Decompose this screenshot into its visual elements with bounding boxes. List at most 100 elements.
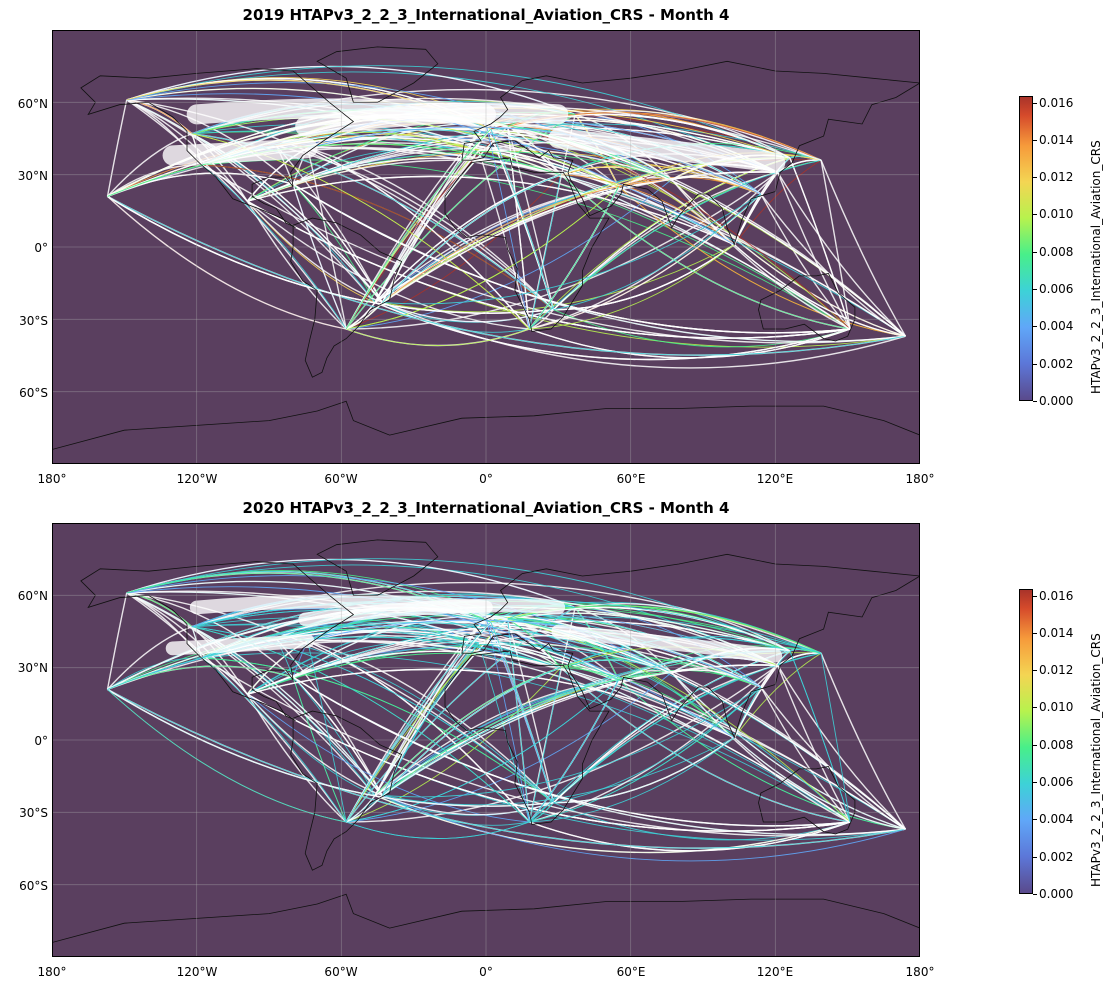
flight-route (671, 179, 851, 330)
flight-route (671, 672, 851, 823)
flight-route (247, 650, 561, 695)
flight-route (560, 667, 851, 823)
flight-route (507, 126, 555, 310)
flight-route (820, 159, 907, 337)
flight-route (575, 603, 791, 652)
colorbar-tick: 0.008 (1032, 738, 1074, 752)
flight-route (507, 619, 562, 668)
y-tick: 30°N (17, 169, 48, 183)
flight-route (382, 302, 530, 333)
flight-route (345, 607, 576, 823)
flight-route (345, 302, 383, 330)
flight-route (381, 174, 561, 303)
flight-route (247, 127, 790, 202)
flight-route (201, 657, 347, 823)
flight-route (191, 626, 248, 695)
flight-route (306, 147, 347, 330)
x-tick: 120°W (176, 472, 218, 486)
flight-route (307, 147, 530, 330)
flight-route (346, 821, 530, 839)
flight-route (381, 664, 778, 797)
x-tick: 120°E (756, 965, 794, 979)
aviation-emission-map (52, 30, 920, 464)
colorbar-label: HTAPv3_2_2_3_International_Aviation_CRS (1089, 140, 1103, 394)
colorbar-tick: 0.010 (1032, 207, 1074, 221)
colorbar-gradient (1019, 96, 1033, 401)
flight-route (374, 174, 561, 303)
flight-route (789, 157, 851, 330)
colorbar-tick: 0.006 (1032, 282, 1074, 296)
map-frame (52, 30, 920, 464)
colorbar-tick: 0.002 (1032, 850, 1074, 864)
flight-route (106, 626, 193, 690)
flight-route (346, 667, 562, 823)
flight-route (247, 620, 790, 695)
flight-route (307, 146, 906, 337)
flight-route (374, 125, 509, 303)
colorbar-tick: 0.012 (1032, 170, 1074, 184)
flight-route (789, 650, 851, 823)
flight-route (107, 195, 347, 330)
y-tick: 30°S (19, 314, 48, 328)
flight-route (671, 179, 906, 337)
x-tick: 60°E (616, 965, 646, 979)
flight-route (307, 126, 762, 195)
flight-route (247, 652, 619, 695)
flight-route (292, 184, 347, 330)
flight-route (292, 676, 851, 827)
flight-route (529, 737, 735, 823)
flight-route (126, 99, 376, 303)
dense-corridor (165, 634, 315, 656)
flight-route (374, 616, 487, 796)
flight-route (382, 795, 906, 862)
flight-route (560, 174, 735, 245)
flight-route (820, 160, 851, 330)
flight-route (191, 626, 554, 804)
x-tick: 180° (37, 472, 67, 486)
flight-route (382, 686, 762, 798)
flight-route (374, 621, 492, 796)
flight-route (307, 619, 762, 688)
colorbar-tick: 0.016 (1032, 96, 1074, 110)
y-tick: 0° (34, 734, 48, 748)
greenland-outline (316, 539, 439, 596)
flight-route (126, 592, 376, 796)
flight-route (529, 679, 620, 823)
x-tick: 180° (905, 965, 935, 979)
flight-route (777, 652, 822, 666)
africa-outline (444, 650, 610, 825)
flight-route (529, 244, 735, 330)
x-tick: 60°W (324, 472, 358, 486)
flight-route (485, 123, 906, 337)
x-tick: 60°E (616, 472, 646, 486)
y-tick: 60°N (17, 589, 48, 603)
flight-route (247, 159, 619, 202)
flight-route (346, 664, 779, 823)
flight-route (346, 174, 562, 330)
flight-route (820, 653, 851, 823)
flight-route (671, 672, 906, 830)
colorbar-tick: 0.014 (1032, 626, 1074, 640)
colorbar: 0.000 0.002 0.004 0.006 0.008 0.010 0.01… (1019, 96, 1103, 408)
dense-corridor (162, 138, 318, 166)
flight-route (553, 686, 762, 804)
flight-route (107, 636, 561, 690)
flight-route (760, 193, 851, 330)
colorbar-tick: 0.002 (1032, 357, 1074, 371)
y-tick: 60°S (19, 879, 48, 893)
flight-route (382, 179, 672, 303)
flight-route (374, 794, 851, 854)
flight-route (247, 175, 735, 246)
flight-route (553, 159, 822, 311)
flight-route (490, 128, 554, 310)
south-america-outline (290, 217, 403, 378)
flight-route (382, 795, 530, 826)
flight-route (382, 301, 906, 369)
flight-route (126, 99, 383, 303)
flight-route (345, 621, 492, 823)
flight-route (107, 143, 561, 197)
flight-route (374, 301, 851, 361)
dense-corridor (189, 594, 493, 615)
flight-route (381, 667, 561, 796)
flight-route (276, 638, 554, 804)
